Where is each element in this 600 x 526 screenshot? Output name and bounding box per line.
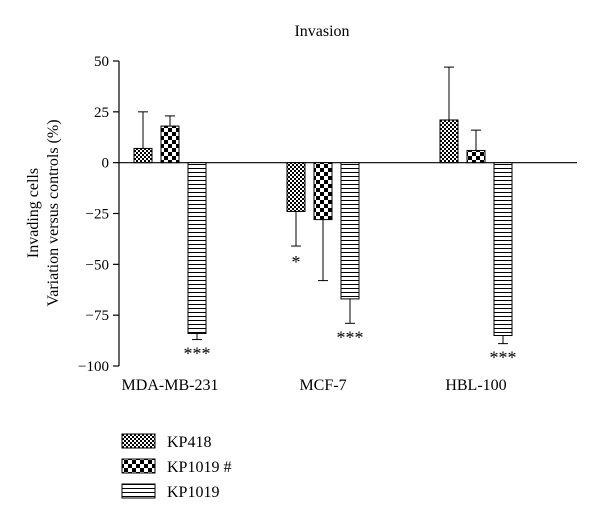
- legend-swatch: [121, 483, 156, 499]
- bar: [286, 162, 306, 212]
- bar: [439, 119, 459, 164]
- x-category-label: MCF-7: [299, 377, 346, 394]
- bar: [187, 162, 207, 334]
- plot-area: 50250−25−50−75−100***MDA-MB-231****MCF-7…: [78, 54, 577, 394]
- significance-label: *: [292, 252, 301, 272]
- legend: KP418 KP1019 # KP1019: [121, 433, 231, 501]
- legend-label: KP418: [167, 434, 211, 451]
- significance-label: ***: [337, 327, 364, 347]
- y-tick-label: −75: [86, 308, 109, 324]
- bar: [493, 162, 513, 336]
- y-tick-label: 25: [94, 105, 109, 121]
- y-tick-label: −50: [86, 257, 109, 273]
- x-category-label: MDA-MB-231: [122, 377, 219, 394]
- chart-title: Invasion: [294, 23, 349, 40]
- y-tick-label: 0: [102, 156, 110, 172]
- y-tick-label: −100: [78, 359, 109, 375]
- significance-label: ***: [490, 348, 517, 368]
- significance-label: ***: [184, 344, 211, 364]
- bar: [466, 149, 486, 164]
- bar: [160, 125, 180, 164]
- legend-label: KP1019: [167, 484, 219, 501]
- legend-label: KP1019 #: [167, 459, 231, 476]
- bar: [133, 147, 153, 164]
- x-category-label: HBL-100: [445, 377, 506, 394]
- y-axis-label-line-2: Variation versus controls (%): [45, 119, 62, 306]
- y-tick-label: −25: [86, 207, 109, 223]
- legend-swatch: [121, 458, 156, 474]
- bar: [313, 162, 333, 221]
- y-axis-label-line-1: Invading cells: [25, 168, 42, 258]
- bar: [340, 162, 360, 300]
- legend-swatch: [121, 433, 156, 449]
- y-tick-label: 50: [94, 54, 109, 70]
